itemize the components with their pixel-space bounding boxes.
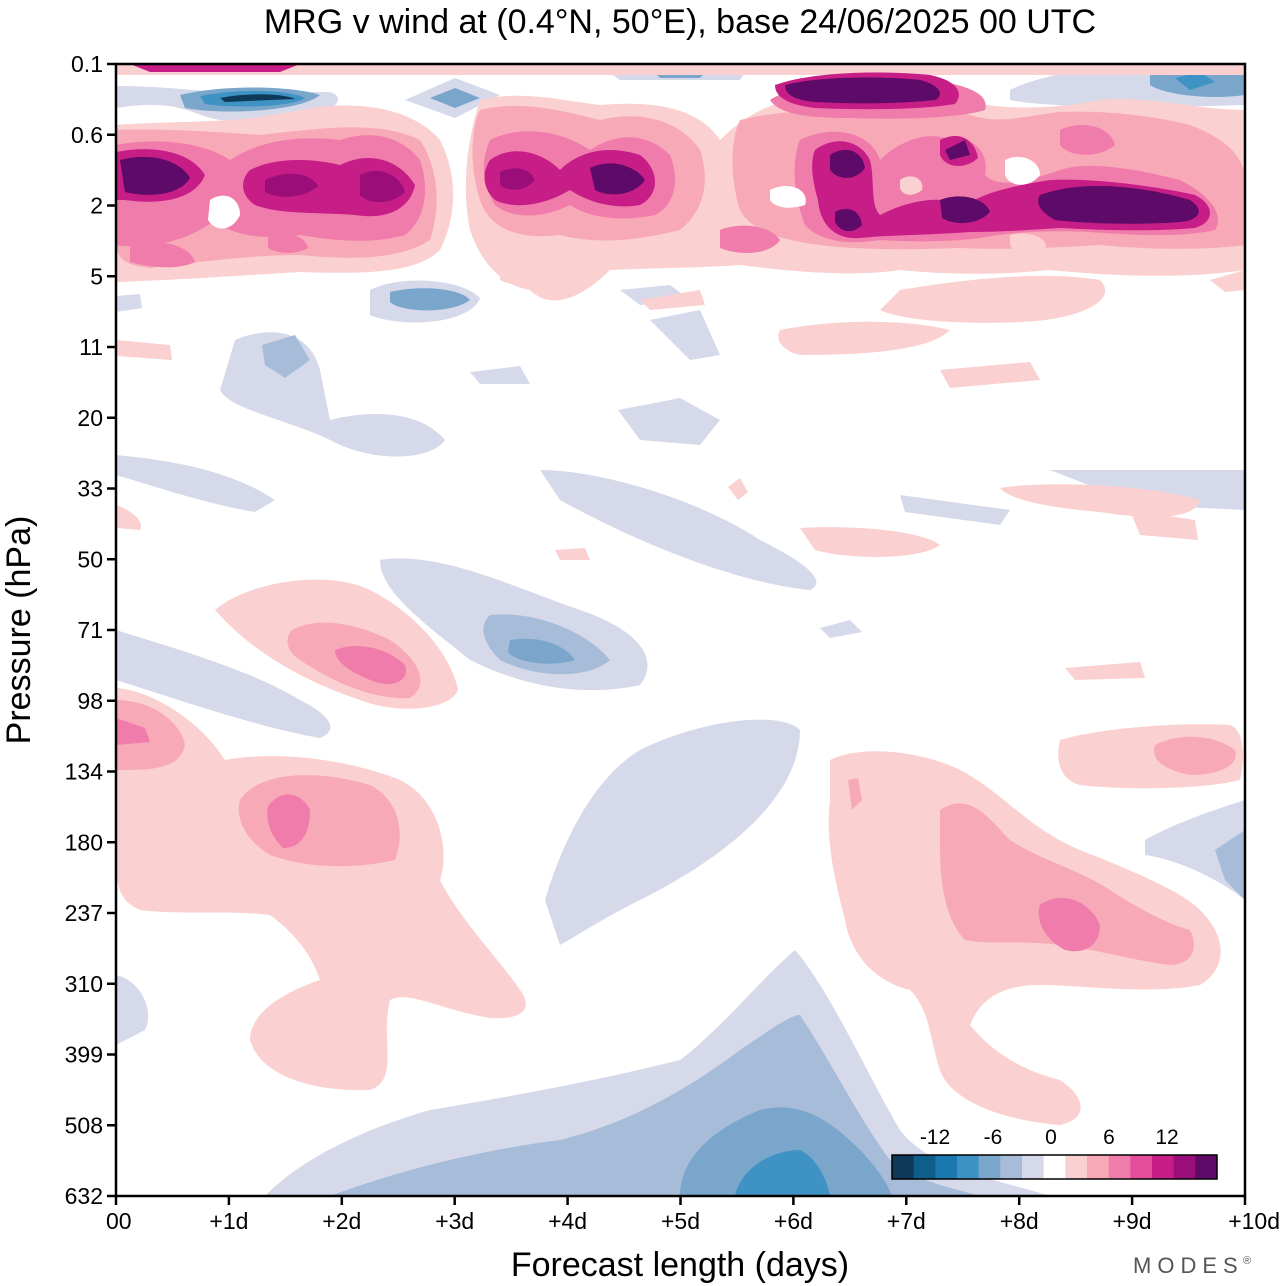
colorbar-swatch	[1043, 1155, 1066, 1179]
x-tick-label: 00	[106, 1208, 132, 1234]
y-tick-label: 180	[65, 829, 103, 855]
y-tick-label: 310	[65, 971, 103, 997]
colorbar-swatch	[1152, 1155, 1175, 1179]
colorbar-tick-label: -12	[920, 1126, 950, 1149]
colorbar-tick-label: -6	[984, 1126, 1003, 1149]
x-tick-label: +7d	[887, 1208, 926, 1234]
colorbar-swatches	[892, 1155, 1218, 1179]
y-tick-label: 632	[65, 1183, 103, 1209]
colorbar-swatch	[913, 1155, 936, 1179]
y-tick-label: 134	[65, 759, 104, 785]
colorbar-tick-label: 0	[1045, 1126, 1057, 1149]
colorbar-swatch	[892, 1155, 915, 1179]
x-tick-label: +2d	[322, 1208, 361, 1234]
y-tick-label: 2	[90, 193, 103, 219]
x-tick-labels: 00 +1d +2d +3d +4d +5d +6d +7d +8d +9d +10d	[106, 1208, 1280, 1234]
y-tick-label: 0.6	[71, 122, 103, 148]
y-tick-labels: 0.1 0.6 2 5 11 20 33 50 71 98 134 180 237 310 399 508 63…	[65, 51, 104, 1209]
colorbar-swatch	[978, 1155, 1001, 1179]
y-tick-label: 71	[77, 617, 103, 643]
colorbar-tick-label: 12	[1155, 1126, 1178, 1149]
y-tick-label: 33	[77, 476, 103, 502]
y-tick-label: 11	[79, 334, 103, 360]
x-tick-label: +3d	[435, 1208, 474, 1234]
colorbar-swatch	[935, 1155, 958, 1179]
brand-logo: MODES	[1133, 1253, 1244, 1278]
y-tick-label: 20	[77, 405, 103, 431]
colorbar-swatch	[1022, 1155, 1045, 1179]
x-tick-label: +10d	[1228, 1208, 1280, 1234]
x-tick-label: +5d	[661, 1208, 700, 1234]
colorbar-swatch	[1173, 1155, 1196, 1179]
colorbar-swatch	[957, 1155, 980, 1179]
x-axis-label: Forecast length (days)	[511, 1246, 849, 1284]
colorbar-swatch	[1000, 1155, 1023, 1179]
colorbar-swatch	[1108, 1155, 1131, 1179]
y-tick-label: 0.1	[71, 51, 103, 77]
colorbar-swatch	[1195, 1155, 1218, 1179]
axis-ticks	[107, 62, 1247, 1205]
colorbar-swatch	[1087, 1155, 1110, 1179]
colorbar-frame	[891, 1154, 1218, 1180]
contour-plot	[116, 64, 1245, 1196]
colorbar-labels: -12 -6 0 6 12	[920, 1126, 1179, 1149]
x-tick-label: +4d	[548, 1208, 587, 1234]
brand-mark: ®	[1243, 1255, 1251, 1267]
y-tick-label: 399	[65, 1042, 103, 1068]
x-tick-label: +9d	[1113, 1208, 1152, 1234]
y-tick-label: 237	[65, 900, 103, 926]
colorbar-swatch	[1130, 1155, 1153, 1179]
y-tick-label: 5	[90, 263, 103, 289]
y-tick-label: 98	[77, 688, 103, 714]
colorbar-tick-label: 6	[1103, 1126, 1115, 1149]
colorbar: -12 -6 0 6 12	[891, 1126, 1218, 1180]
chart-title: MRG v wind at (0.4°N, 50°E), base 24/06/…	[264, 3, 1096, 41]
y-tick-label: 50	[77, 546, 103, 572]
x-tick-label: +6d	[774, 1208, 813, 1234]
x-tick-label: +8d	[1000, 1208, 1039, 1234]
y-axis-label: Pressure (hPa)	[0, 516, 38, 745]
x-tick-label: +1d	[209, 1208, 248, 1234]
y-tick-label: 508	[65, 1112, 103, 1138]
positive-contours	[116, 64, 1245, 1125]
colorbar-swatch	[1065, 1155, 1088, 1179]
